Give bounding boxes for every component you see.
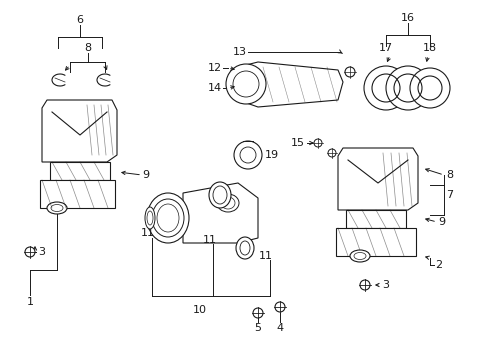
- Text: 5: 5: [254, 323, 261, 333]
- Text: 17: 17: [378, 43, 392, 53]
- Text: 16: 16: [400, 13, 414, 23]
- Polygon shape: [42, 100, 117, 162]
- Polygon shape: [238, 62, 342, 107]
- Circle shape: [274, 302, 285, 312]
- Text: 9: 9: [142, 170, 149, 180]
- Text: 11: 11: [141, 228, 155, 238]
- Circle shape: [225, 64, 265, 104]
- Text: 11: 11: [259, 251, 272, 261]
- Ellipse shape: [217, 194, 239, 212]
- Polygon shape: [40, 180, 115, 208]
- Text: 15: 15: [290, 138, 305, 148]
- Polygon shape: [50, 162, 110, 180]
- Circle shape: [385, 66, 429, 110]
- Text: 13: 13: [232, 47, 246, 57]
- Text: 2: 2: [434, 260, 441, 270]
- Text: 1: 1: [26, 297, 34, 307]
- Circle shape: [234, 141, 262, 169]
- Ellipse shape: [147, 193, 189, 243]
- Text: 9: 9: [437, 217, 444, 227]
- Ellipse shape: [236, 237, 253, 259]
- Text: 4: 4: [276, 323, 283, 333]
- Circle shape: [359, 280, 369, 290]
- Circle shape: [345, 67, 354, 77]
- Polygon shape: [335, 228, 415, 256]
- Ellipse shape: [208, 182, 230, 208]
- Text: 3: 3: [38, 247, 45, 257]
- Circle shape: [409, 68, 449, 108]
- Text: 8: 8: [84, 43, 91, 53]
- Text: 11: 11: [203, 235, 217, 245]
- Circle shape: [25, 247, 35, 257]
- Polygon shape: [183, 183, 258, 243]
- Text: 18: 18: [422, 43, 436, 53]
- Ellipse shape: [145, 207, 155, 229]
- Circle shape: [313, 139, 321, 147]
- Text: 10: 10: [193, 305, 206, 315]
- Text: 3: 3: [381, 280, 388, 290]
- Polygon shape: [346, 210, 405, 228]
- Text: 12: 12: [207, 63, 222, 73]
- Text: 7: 7: [446, 190, 453, 200]
- Ellipse shape: [349, 250, 369, 262]
- Circle shape: [327, 149, 335, 157]
- Text: 14: 14: [207, 83, 222, 93]
- Circle shape: [363, 66, 407, 110]
- Polygon shape: [337, 148, 417, 210]
- Text: 19: 19: [264, 150, 279, 160]
- Ellipse shape: [47, 202, 67, 214]
- Text: 8: 8: [446, 170, 453, 180]
- Text: 6: 6: [76, 15, 83, 25]
- Circle shape: [252, 308, 263, 318]
